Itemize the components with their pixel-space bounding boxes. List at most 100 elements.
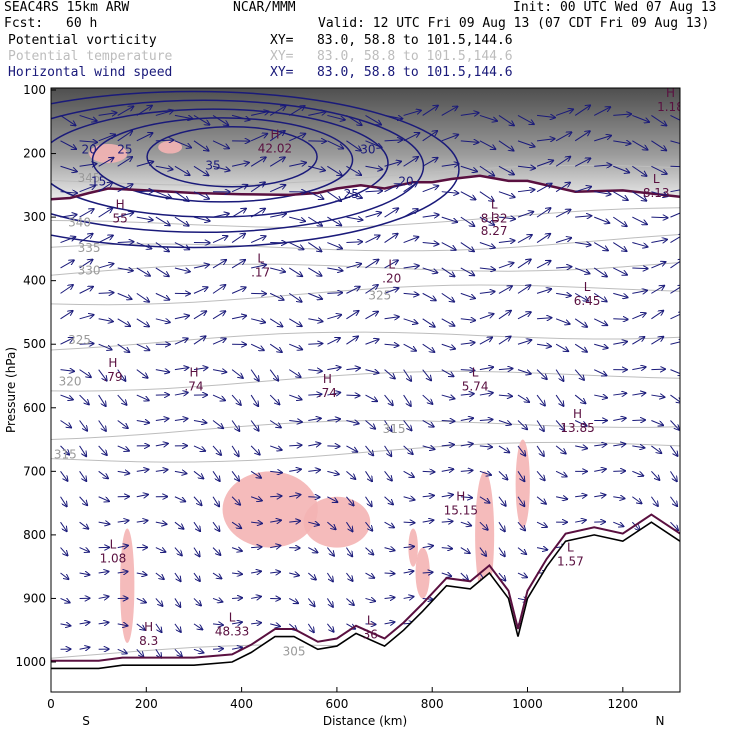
wind-vector bbox=[212, 420, 223, 428]
wind-vector bbox=[536, 344, 551, 346]
wind-vector bbox=[651, 115, 666, 125]
wind-vector bbox=[155, 522, 167, 524]
wind-vector bbox=[174, 339, 188, 345]
wind-vector bbox=[365, 191, 383, 192]
wind-vector bbox=[670, 471, 676, 481]
wind-vector bbox=[422, 546, 433, 548]
wind-vector bbox=[155, 292, 169, 299]
wind-vector bbox=[460, 418, 473, 420]
wind-vector bbox=[117, 471, 130, 473]
wind-vector bbox=[288, 369, 300, 377]
wind-vector bbox=[403, 547, 414, 548]
theta-label: 325 bbox=[68, 333, 91, 347]
wind-vector bbox=[365, 496, 372, 506]
wind-vector bbox=[632, 496, 641, 504]
wind-vector bbox=[536, 548, 547, 550]
wind-vector bbox=[632, 191, 646, 201]
wind-vector bbox=[98, 522, 110, 524]
wind-vector bbox=[251, 112, 269, 116]
init-time: Init: 00 UTC Wed 07 Aug 13 bbox=[513, 0, 717, 15]
wind-vector bbox=[555, 109, 573, 116]
wind-vector bbox=[555, 369, 563, 381]
wind-vector bbox=[422, 520, 434, 522]
wind-vector bbox=[136, 470, 149, 472]
wind-vector bbox=[536, 208, 550, 218]
wind-vector bbox=[231, 209, 246, 218]
wind-vector bbox=[517, 166, 535, 168]
wind-vector bbox=[574, 267, 589, 274]
wind-vector bbox=[422, 420, 434, 426]
wind-vector bbox=[327, 268, 342, 271]
wind-vector bbox=[479, 216, 494, 225]
wind-vector bbox=[288, 267, 302, 276]
wind-vector bbox=[498, 165, 514, 174]
wind-vector bbox=[250, 445, 260, 455]
wind-vector bbox=[403, 293, 419, 294]
wind-vector bbox=[155, 598, 163, 605]
pv-fill-region bbox=[222, 471, 318, 548]
wind-vector bbox=[269, 343, 282, 352]
wind-vector bbox=[251, 265, 266, 268]
wind-vector bbox=[460, 319, 475, 321]
wind-vector bbox=[308, 165, 325, 170]
wind-vector bbox=[288, 106, 304, 116]
wind-vector bbox=[498, 496, 506, 506]
wind-vector bbox=[346, 572, 352, 581]
wind-vector bbox=[517, 190, 535, 192]
wind-vector bbox=[632, 114, 649, 122]
wind-vector bbox=[479, 140, 496, 149]
wind-vector bbox=[651, 140, 666, 151]
wind-vector bbox=[365, 260, 379, 269]
wind-vector bbox=[289, 573, 299, 575]
wind-speed-contour bbox=[146, 125, 318, 188]
wind-vector bbox=[365, 394, 378, 401]
wind-vector bbox=[555, 394, 563, 406]
wind-vector bbox=[250, 157, 266, 167]
wind-vector bbox=[155, 140, 174, 141]
wind-vector bbox=[384, 317, 399, 319]
wind-vector bbox=[251, 319, 265, 323]
wind-vector bbox=[498, 115, 514, 125]
wind-vector bbox=[593, 292, 606, 301]
wind-vector bbox=[270, 496, 281, 497]
wind-vector bbox=[174, 242, 189, 250]
wind-vector bbox=[555, 470, 567, 476]
wind-vector bbox=[651, 369, 665, 370]
extremum-value: .20 bbox=[382, 272, 401, 286]
x-tick-label: 400 bbox=[230, 697, 253, 711]
wind-vector bbox=[384, 288, 399, 294]
wind-vector bbox=[212, 339, 226, 345]
wind-vector bbox=[251, 522, 262, 523]
wind-vector bbox=[555, 183, 570, 193]
wind-vector bbox=[327, 114, 344, 119]
wind-vector bbox=[327, 419, 340, 420]
wind-vector bbox=[270, 572, 280, 573]
y-tick-label: 800 bbox=[23, 528, 46, 542]
wind-vector bbox=[517, 521, 525, 530]
wind-vector bbox=[498, 395, 512, 396]
wind-vector bbox=[613, 141, 630, 144]
wind-vector bbox=[155, 216, 170, 225]
wind-vector bbox=[651, 337, 663, 345]
wind-vector bbox=[422, 369, 431, 381]
wind-vector bbox=[270, 214, 286, 217]
wind-vector bbox=[479, 114, 497, 121]
wind-vector bbox=[117, 369, 126, 381]
wind-vector bbox=[517, 445, 525, 456]
wind-vector bbox=[365, 547, 374, 555]
wind-vector bbox=[117, 521, 129, 523]
wind-vector bbox=[441, 135, 458, 142]
wind-vector bbox=[193, 470, 203, 478]
wind-vector bbox=[556, 293, 571, 295]
wind-vector bbox=[574, 394, 585, 403]
wind-vector bbox=[327, 140, 343, 149]
wind-vector bbox=[479, 393, 493, 395]
wind-vector bbox=[403, 597, 414, 599]
wind-vector bbox=[346, 217, 362, 220]
wind-vector bbox=[479, 268, 495, 270]
wind-vector bbox=[232, 573, 242, 574]
wind-vector bbox=[536, 496, 546, 504]
y-tick-label: 500 bbox=[23, 337, 46, 351]
surface-pv-line bbox=[51, 513, 680, 662]
wind-vector bbox=[670, 259, 680, 269]
